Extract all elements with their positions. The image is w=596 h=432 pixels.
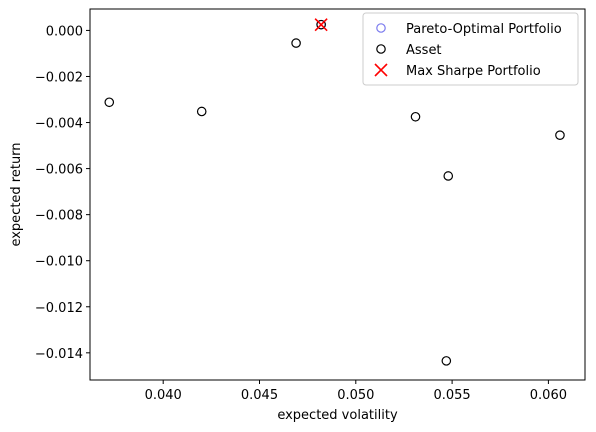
- circle-marker: [410, 111, 421, 122]
- legend-item: Max Sharpe Portfolio: [374, 63, 541, 79]
- data-point: [441, 356, 452, 366]
- plot-frame: [89, 8, 586, 381]
- x-marker-stroke: [314, 18, 328, 32]
- x-marker: [374, 63, 388, 77]
- x-tick-label: 0.050: [337, 388, 374, 403]
- circle-marker: [443, 171, 454, 181]
- circle-marker: [316, 19, 326, 30]
- y-axis-label: expected return: [9, 142, 24, 246]
- x-axis-label: expected volatility: [277, 408, 398, 423]
- data-point: [443, 171, 454, 181]
- data-point: [314, 18, 328, 32]
- y-tick-label: −0.006: [35, 163, 83, 178]
- circle-marker: [196, 106, 207, 117]
- x-tick-label: 0.040: [145, 388, 182, 403]
- x-marker-stroke: [374, 63, 388, 77]
- circle-marker: [376, 44, 386, 54]
- circle-marker: [441, 356, 452, 366]
- legend-label: Max Sharpe Portfolio: [406, 64, 541, 79]
- y-tick-label: −0.008: [35, 209, 83, 224]
- legend-box: [362, 12, 579, 86]
- x-marker: [314, 18, 328, 32]
- x-tick-label: 0.055: [433, 388, 470, 403]
- circle-marker: [291, 38, 301, 48]
- legend-label: Pareto-Optimal Portfolio: [406, 22, 562, 37]
- data-point: [196, 106, 207, 117]
- data-point: [555, 130, 565, 140]
- plot-area: [89, 8, 586, 381]
- x-axis: 0.040 0.045 0.050 0.055 0.060: [145, 380, 567, 403]
- legend-label: Asset: [406, 43, 442, 58]
- data-point: [316, 19, 326, 30]
- circle-marker: [555, 130, 565, 140]
- y-axis: 0.000 −0.002 −0.004 −0.006 −0.008 −0.010 −0.01…: [35, 24, 90, 362]
- y-tick-label: −0.014: [35, 347, 83, 362]
- data-point: [291, 38, 301, 48]
- circle-marker: [376, 23, 386, 33]
- x-tick-label: 0.045: [241, 388, 278, 403]
- y-tick-label: −0.010: [35, 255, 83, 270]
- legend-item: Pareto-Optimal Portfolio: [376, 22, 562, 37]
- legend: Pareto-Optimal Portfolio Asset Max Sharpe …: [362, 12, 579, 86]
- y-tick-label: 0.000: [46, 24, 83, 39]
- y-tick-label: −0.012: [35, 301, 83, 316]
- data-point: [410, 111, 421, 122]
- data-point: [104, 97, 115, 108]
- data-points: [104, 18, 565, 366]
- y-tick-label: −0.002: [35, 70, 83, 85]
- x-tick-label: 0.060: [530, 388, 567, 403]
- legend-item: Asset: [376, 43, 442, 58]
- y-tick-label: −0.004: [35, 117, 83, 132]
- circle-marker: [104, 97, 115, 108]
